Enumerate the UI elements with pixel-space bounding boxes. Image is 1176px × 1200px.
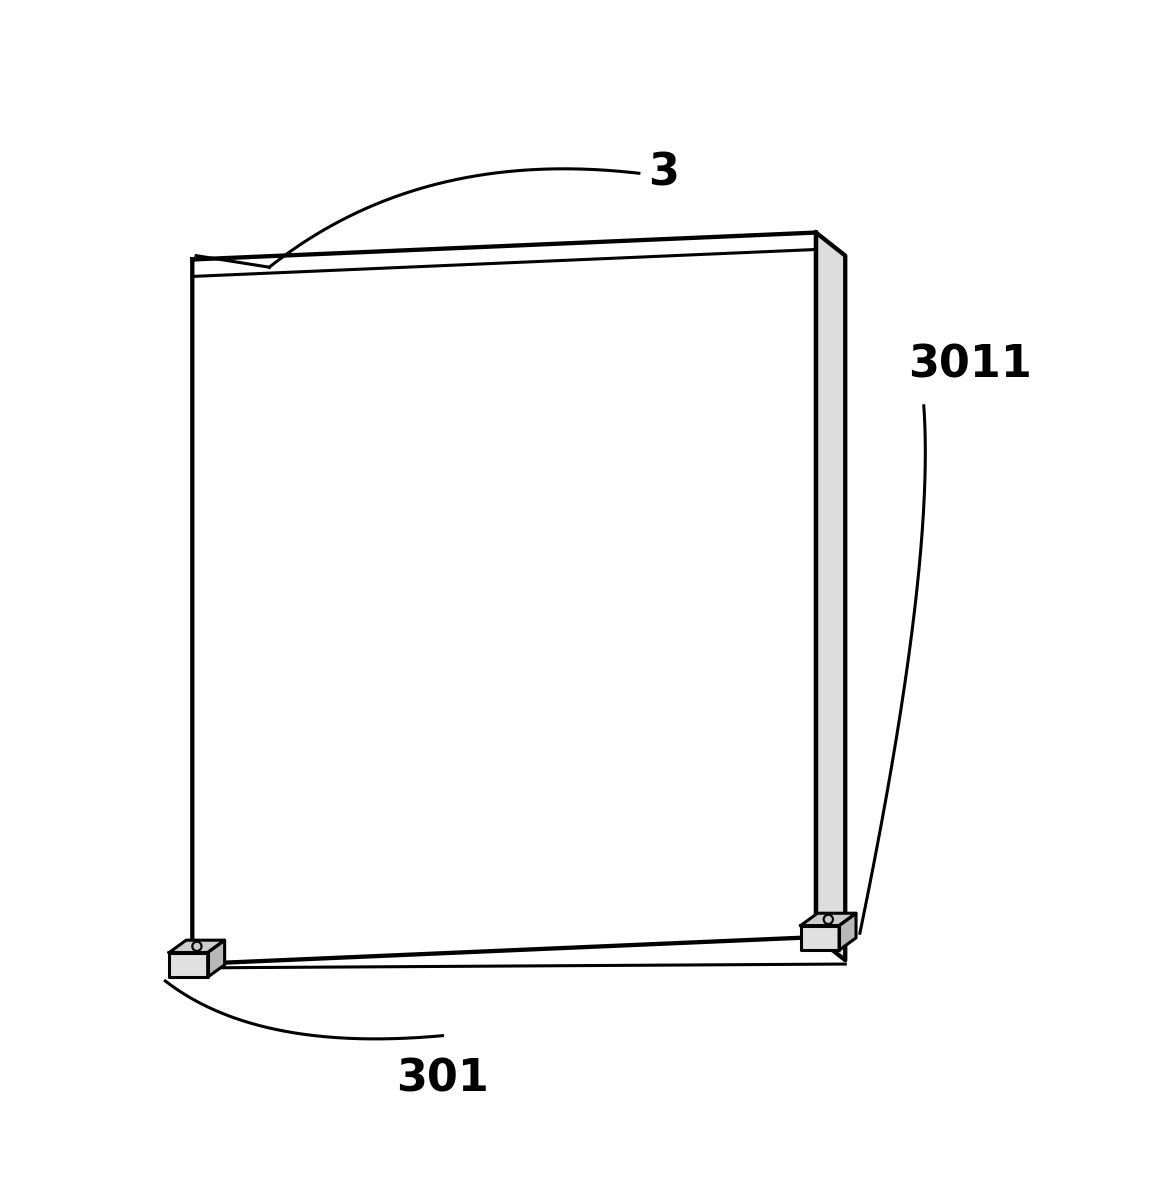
Polygon shape — [208, 940, 225, 977]
Polygon shape — [840, 913, 856, 950]
Polygon shape — [801, 925, 840, 950]
Polygon shape — [801, 913, 856, 925]
Polygon shape — [169, 953, 208, 977]
Text: 3: 3 — [648, 151, 679, 194]
Text: 3011: 3011 — [908, 343, 1033, 386]
Polygon shape — [169, 940, 225, 953]
Text: 301: 301 — [396, 1057, 489, 1100]
Polygon shape — [193, 233, 816, 964]
Polygon shape — [816, 233, 846, 960]
